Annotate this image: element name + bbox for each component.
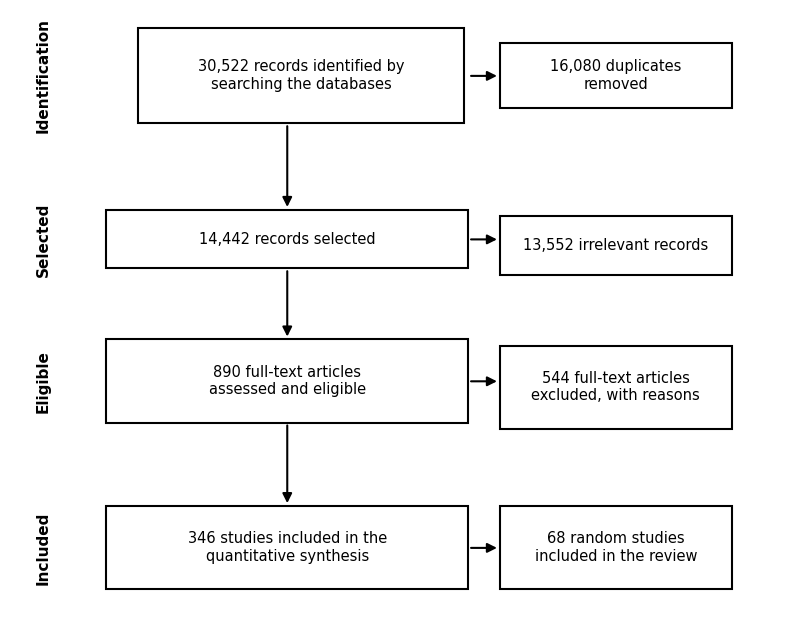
- Text: 13,552 irrelevant records: 13,552 irrelevant records: [523, 238, 708, 253]
- FancyBboxPatch shape: [106, 506, 468, 589]
- FancyBboxPatch shape: [500, 346, 732, 429]
- Text: 346 studies included in the
quantitative synthesis: 346 studies included in the quantitative…: [187, 531, 387, 564]
- FancyBboxPatch shape: [138, 28, 464, 123]
- Text: 14,442 records selected: 14,442 records selected: [199, 231, 375, 247]
- Text: Eligible: Eligible: [35, 350, 51, 413]
- Text: Identification: Identification: [35, 19, 51, 133]
- FancyBboxPatch shape: [500, 43, 732, 108]
- Text: 16,080 duplicates
removed: 16,080 duplicates removed: [550, 59, 682, 92]
- Text: 30,522 records identified by
searching the databases: 30,522 records identified by searching t…: [198, 59, 405, 92]
- Text: Selected: Selected: [35, 202, 51, 276]
- Text: Included: Included: [35, 511, 51, 584]
- FancyBboxPatch shape: [106, 339, 468, 423]
- Text: 544 full-text articles
excluded, with reasons: 544 full-text articles excluded, with re…: [531, 371, 700, 404]
- FancyBboxPatch shape: [500, 506, 732, 589]
- FancyBboxPatch shape: [500, 216, 732, 275]
- Text: 890 full-text articles
assessed and eligible: 890 full-text articles assessed and elig…: [209, 365, 366, 397]
- FancyBboxPatch shape: [106, 210, 468, 268]
- Text: 68 random studies
included in the review: 68 random studies included in the review: [534, 531, 697, 564]
